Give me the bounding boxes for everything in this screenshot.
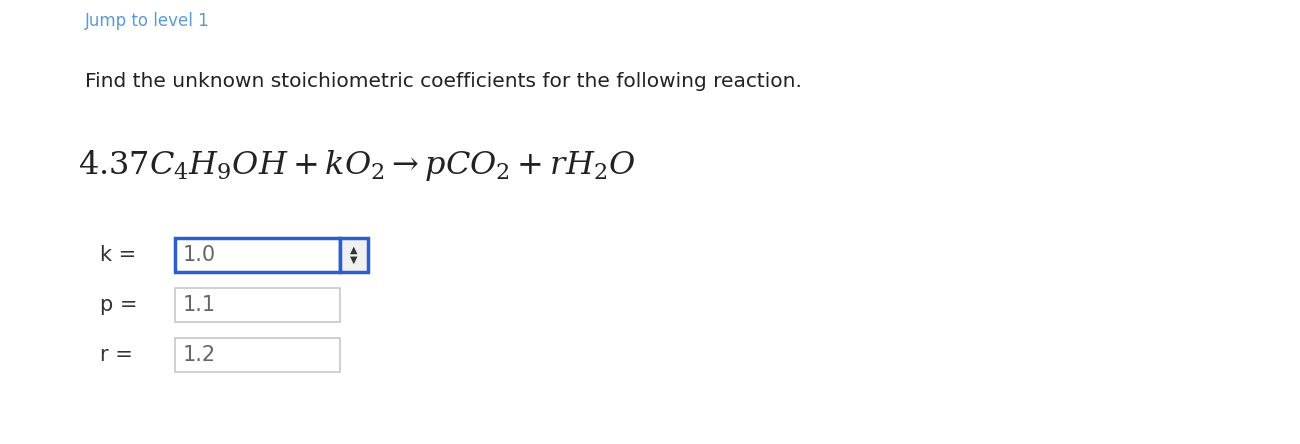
FancyBboxPatch shape: [341, 238, 368, 272]
Text: ▲: ▲: [350, 245, 358, 255]
FancyBboxPatch shape: [176, 238, 341, 272]
FancyBboxPatch shape: [176, 288, 341, 322]
Text: $4.37C_4H_9OH + kO_2 \rightarrow pCO_2 + rH_2O$: $4.37C_4H_9OH + kO_2 \rightarrow pCO_2 +…: [78, 148, 636, 183]
Text: 1.0: 1.0: [183, 245, 216, 265]
Text: k =: k =: [100, 245, 136, 265]
Text: 1.1: 1.1: [183, 295, 216, 315]
Text: ▼: ▼: [350, 255, 358, 265]
Text: Find the unknown stoichiometric coefficients for the following reaction.: Find the unknown stoichiometric coeffici…: [84, 72, 802, 91]
Text: p =: p =: [100, 295, 138, 315]
Text: Jump to level 1: Jump to level 1: [84, 12, 209, 30]
Text: 1.2: 1.2: [183, 345, 216, 365]
FancyBboxPatch shape: [176, 338, 341, 372]
Text: r =: r =: [100, 345, 133, 365]
